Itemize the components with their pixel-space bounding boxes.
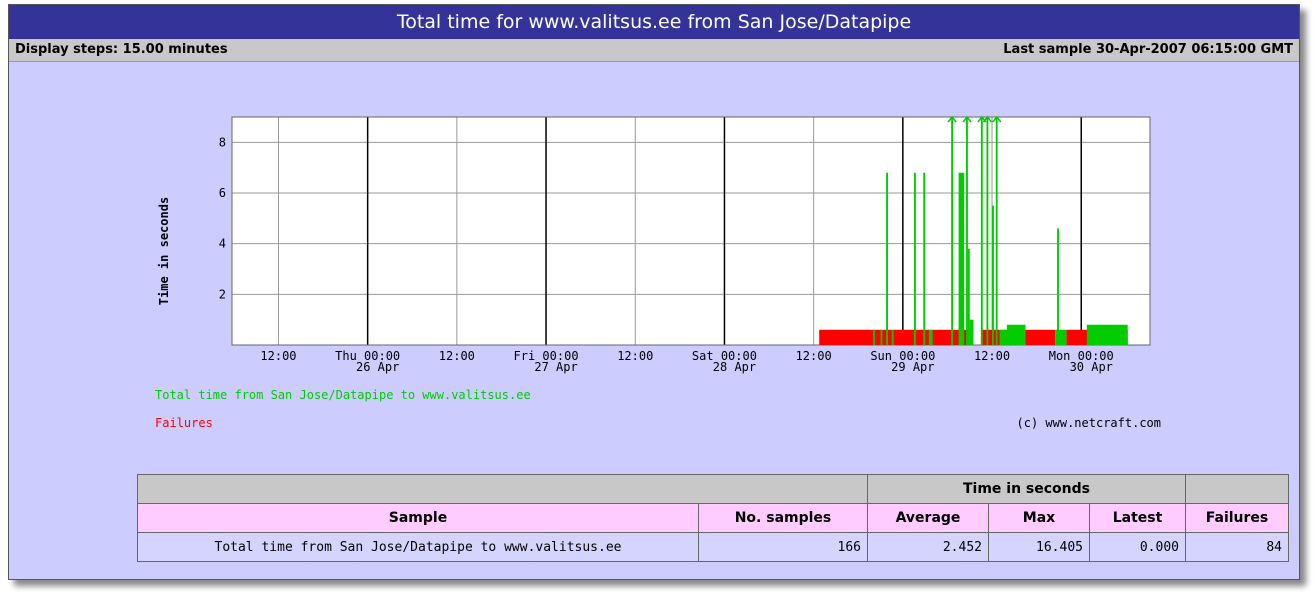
x-tick-label: 28 Apr	[713, 360, 756, 374]
x-tick-label: Fri 00:00	[514, 349, 579, 363]
time-bar	[967, 248, 970, 345]
y-tick-label: 6	[219, 186, 226, 200]
x-tick-label: 12:00	[796, 349, 832, 363]
display-steps: Display steps: 15.00 minutes	[15, 42, 228, 57]
overflow-arrow	[947, 115, 957, 123]
x-tick-label: 12:00	[439, 349, 475, 363]
failure-bar	[1025, 329, 1056, 345]
stats-table: Time in seconds Sample No. samples Avera…	[137, 474, 1289, 562]
y-tick-label: 8	[219, 135, 226, 149]
y-tick-label: 4	[219, 237, 226, 251]
y-tick-label: 2	[219, 287, 226, 301]
blank-cell	[137, 474, 868, 504]
header-row: Sample No. samples Average Max Latest Fa…	[137, 503, 1289, 533]
x-tick-label: 30 Apr	[1070, 360, 1113, 374]
time-bar	[986, 117, 989, 345]
x-tick-label: Sun 00:00	[870, 349, 935, 363]
x-tick-label: Mon 00:00	[1049, 349, 1114, 363]
time-bar	[891, 329, 894, 345]
x-tick-label: 12:00	[617, 349, 653, 363]
overflow-arrow	[962, 115, 972, 123]
cell: 0.000	[1089, 532, 1186, 562]
overflow-arrow	[982, 115, 993, 123]
plot-border	[231, 116, 1151, 346]
time-bar	[886, 172, 888, 345]
info-bar: Display steps: 15.00 minutes Last sample…	[9, 39, 1299, 62]
cell: 166	[698, 532, 868, 562]
y-axis-label: Time in seconds	[157, 197, 171, 305]
data-row: Total time from San Jose/Datapipe to www…	[137, 532, 1289, 562]
time-bar	[1086, 324, 1128, 345]
cell: 2.452	[867, 532, 989, 562]
time-bar	[958, 172, 965, 345]
time-bar	[928, 329, 933, 345]
copyright: (c) www.netcraft.com	[1017, 416, 1162, 430]
time-bar	[1057, 228, 1059, 345]
cell: 16.405	[988, 532, 1090, 562]
time-bar	[951, 117, 954, 345]
title-bar: Total time for www.valitsus.ee from San …	[9, 5, 1299, 39]
time-bar	[966, 117, 968, 345]
column-header: Failures	[1185, 503, 1289, 533]
time-bar	[913, 172, 916, 345]
cell: Total time from San Jose/Datapipe to www…	[137, 532, 699, 562]
column-header: No. samples	[698, 503, 868, 533]
time-bar	[969, 319, 974, 345]
time-bar	[1006, 324, 1026, 345]
x-tick-label: 27 Apr	[534, 360, 577, 374]
group-header: Time in seconds	[867, 474, 1186, 504]
column-header: Max	[988, 503, 1090, 533]
time-bar	[992, 205, 994, 345]
x-tick-label: 29 Apr	[891, 360, 934, 374]
x-tick-label: Thu 00:00	[335, 349, 400, 363]
time-bar	[995, 117, 998, 345]
x-tick-label: 12:00	[974, 349, 1010, 363]
time-bar	[1055, 329, 1067, 345]
group-row: Time in seconds	[137, 474, 1289, 504]
last-sample: Last sample 30-Apr-2007 06:15:00 GMT	[1003, 42, 1293, 57]
time-bar	[923, 172, 926, 345]
time-bar	[999, 329, 1007, 345]
time-bar	[873, 329, 875, 345]
plot-area	[232, 117, 1150, 345]
blank-cell	[1185, 474, 1289, 504]
time-bar	[980, 117, 983, 345]
x-tick-label: 26 Apr	[356, 360, 399, 374]
cell: 84	[1185, 532, 1289, 562]
time-bar	[880, 329, 883, 345]
column-header: Sample	[137, 503, 699, 533]
bars	[819, 117, 1128, 345]
legend-entry: Failures	[155, 416, 213, 430]
x-tick-label: Sat 00:00	[692, 349, 757, 363]
legend-entry: Total time from San Jose/Datapipe to www…	[155, 388, 531, 402]
column-header: Average	[867, 503, 989, 533]
panel: Total time for www.valitsus.ee from San …	[8, 4, 1300, 580]
x-tick-label: 12:00	[260, 349, 296, 363]
failure-bar	[819, 329, 970, 345]
column-header: Latest	[1089, 503, 1186, 533]
overflow-arrow	[992, 115, 1002, 123]
